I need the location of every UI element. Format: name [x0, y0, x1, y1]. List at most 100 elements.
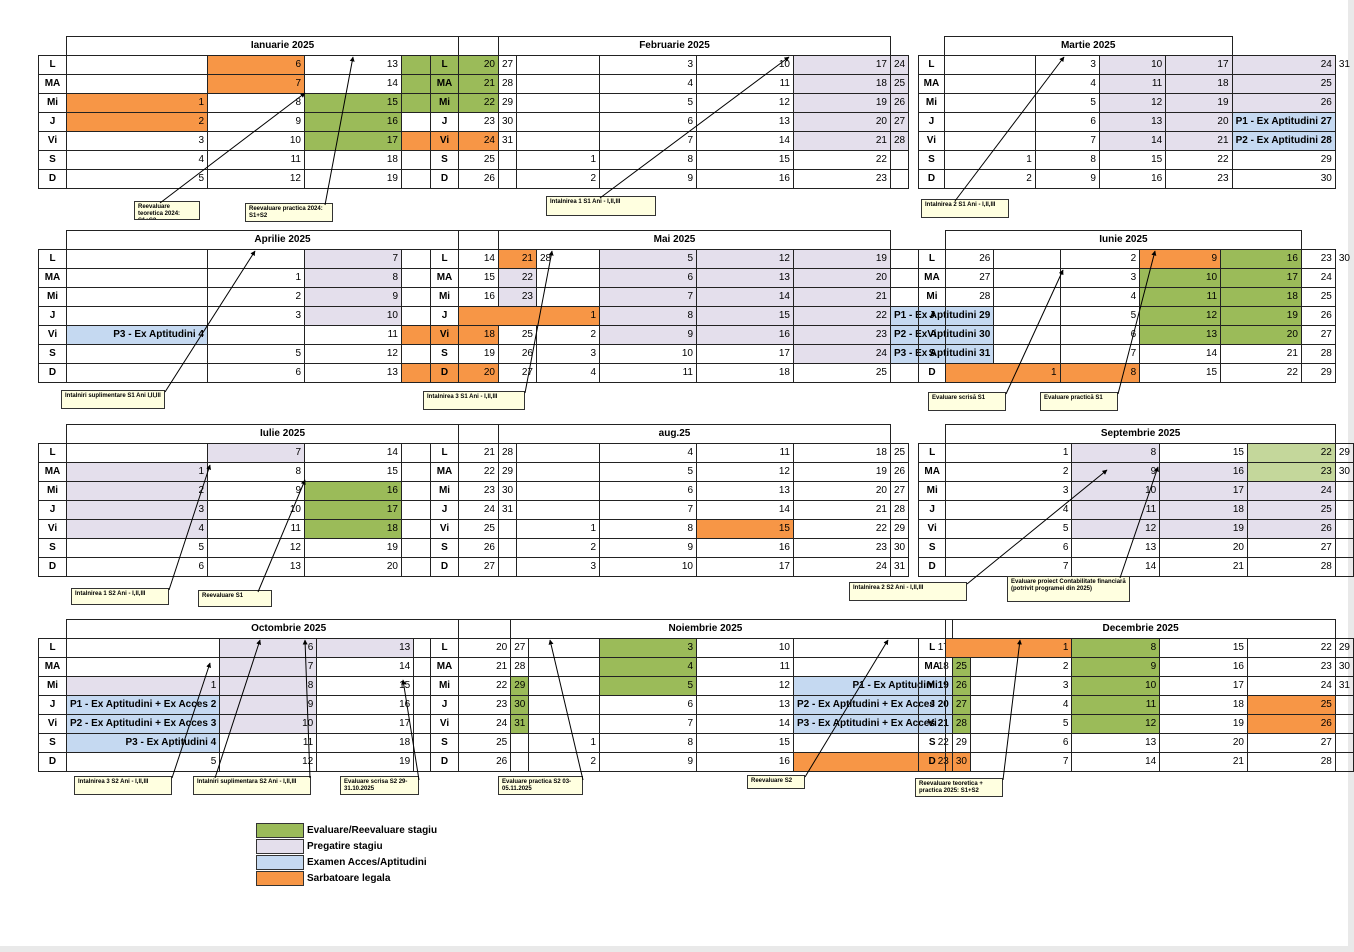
legend-item: Examen Acces/Aptitudini [256, 854, 437, 870]
weekday-label: L [430, 55, 459, 75]
note-reevaluare-s2: Reevaluare S2 [747, 775, 805, 789]
day-cell: 3 [458, 557, 600, 577]
day-cell: 25 [793, 363, 891, 383]
day-cell: 19 [304, 169, 402, 189]
weekday-label: D [430, 557, 459, 577]
day-cell: 7 [207, 74, 305, 94]
note-evaluare-proiect: Evaluare proiect Contabilitate financiar… [1007, 576, 1130, 602]
day-cell: 1 [945, 638, 1073, 658]
day-cell [943, 74, 1036, 94]
day-cell: 20 [1220, 325, 1302, 345]
day-cell: 4 [599, 657, 697, 677]
day-cell [458, 268, 600, 288]
day-cell: 11 [696, 443, 794, 463]
note-intalniri-suplimentare-s1: Intalniri suplimentare S1 Ani I,II,III [61, 390, 165, 409]
month-calendar: Septembrie 2025 L 1 8 15 22 29 MA 2 9 16 23 30 Mi 3 10 1… [917, 424, 1354, 577]
day-cell: 6 [599, 268, 697, 288]
day-cell: 19 [793, 93, 891, 113]
note-intalnirea-3-s2: Intalnirea 3 S2 Ani - I,II,III [74, 776, 172, 795]
overflow-day [1335, 345, 1353, 364]
day-cell [944, 249, 1061, 269]
exam-cell: P3 - Ex Aptitudini 4 [65, 733, 221, 753]
day-cell: 12 [696, 462, 794, 482]
weekday-label: MA [430, 657, 459, 677]
day-cell [889, 150, 910, 170]
weekday-label: S [430, 733, 459, 753]
day-cell: 14 [1139, 344, 1222, 364]
day-cell: 18 [793, 74, 891, 94]
day-cell: 14 [696, 714, 794, 734]
day-cell [944, 325, 1061, 345]
legend-label: Examen Acces/Aptitudini [307, 856, 427, 868]
day-cell: 10 [207, 500, 305, 520]
weekday-label: Mi [38, 93, 67, 113]
day-cell: 5 [599, 249, 697, 269]
day-cell: 17 [316, 714, 415, 734]
day-cell: 11 [696, 74, 794, 94]
day-cell: 24 [1247, 481, 1336, 501]
day-cell: 8 [599, 519, 697, 539]
day-cell [1334, 714, 1354, 734]
day-cell: 29 [1231, 150, 1336, 170]
exam-cell: P2 - Ex Aptitudini 28 [1231, 131, 1336, 151]
day-cell: 12 [207, 169, 305, 189]
weekday-label: D [38, 363, 67, 383]
day-cell: 1 [66, 93, 208, 113]
day-cell: 10 [1071, 481, 1161, 501]
day-cell: 13 [304, 363, 402, 383]
day-cell: 12 [696, 249, 794, 269]
day-cell: 19 [1165, 93, 1233, 113]
weekday-label: Mi [430, 287, 459, 307]
day-cell: 15 [1139, 363, 1222, 383]
weekday-label: MA [430, 74, 459, 94]
overflow-day [1335, 151, 1353, 170]
day-cell [458, 443, 600, 463]
weekday-label: L [430, 443, 459, 463]
weekday-label: S [918, 344, 946, 364]
note-reevaluare-teoretica-practica-2025: Reevaluare teoretica + practica 2025: S1… [915, 778, 1003, 797]
weekday-label: L [917, 443, 947, 463]
weekday-label: D [430, 363, 459, 383]
day-cell: 4 [66, 150, 208, 170]
weekday-label: L [38, 55, 67, 75]
day-cell: 1 [944, 363, 1061, 383]
day-cell: 8 [599, 306, 697, 326]
day-cell: 7 [599, 287, 697, 307]
day-cell: 17 [304, 131, 402, 151]
day-cell: 5 [66, 538, 208, 558]
note-reevaluare-teoretica: Reevaluare teoretica 2024: S1+S2 [134, 201, 200, 220]
day-cell [943, 112, 1036, 132]
legend-swatch-blue [256, 854, 304, 870]
day-cell: 12 [1139, 306, 1222, 326]
day-cell: 27 [1247, 733, 1336, 753]
day-cell: 13 [316, 638, 415, 658]
day-cell: 28 [1247, 557, 1336, 577]
day-cell: 15 [696, 519, 794, 539]
day-cell: 2 [458, 169, 600, 189]
note-intalnirea-1-s1: Intalnirea 1 S1 Ani - I,II,III [546, 196, 656, 216]
day-cell: 6 [945, 538, 1073, 558]
day-cell: 18 [1159, 500, 1248, 520]
day-cell [1334, 500, 1354, 520]
month-title: Februarie 2025 [458, 36, 891, 56]
day-cell [944, 306, 1061, 326]
month-calendar: Decembrie 2025 L 1 8 15 22 29 MA 2 9 16 23 30 Mi 3 10 17… [917, 619, 1354, 772]
day-cell: 18 [304, 150, 402, 170]
day-cell: 21 [793, 131, 891, 151]
weekday-label: D [38, 169, 67, 189]
day-cell [458, 287, 600, 307]
day-cell: 3 [207, 306, 305, 326]
day-cell [889, 169, 910, 189]
day-cell: 13 [207, 557, 305, 577]
weekday-label: D [918, 169, 945, 189]
day-cell: 27 [1247, 538, 1336, 558]
day-cell: 22 [793, 150, 891, 170]
weekday-label: S [917, 733, 947, 753]
day-cell: 1 [943, 150, 1036, 170]
day-cell: 18 [1220, 287, 1302, 307]
day-cell [944, 287, 1061, 307]
day-cell [1334, 752, 1354, 772]
day-cell: 5 [599, 676, 697, 696]
day-cell: 26 [1300, 306, 1336, 326]
day-cell: 14 [304, 443, 402, 463]
